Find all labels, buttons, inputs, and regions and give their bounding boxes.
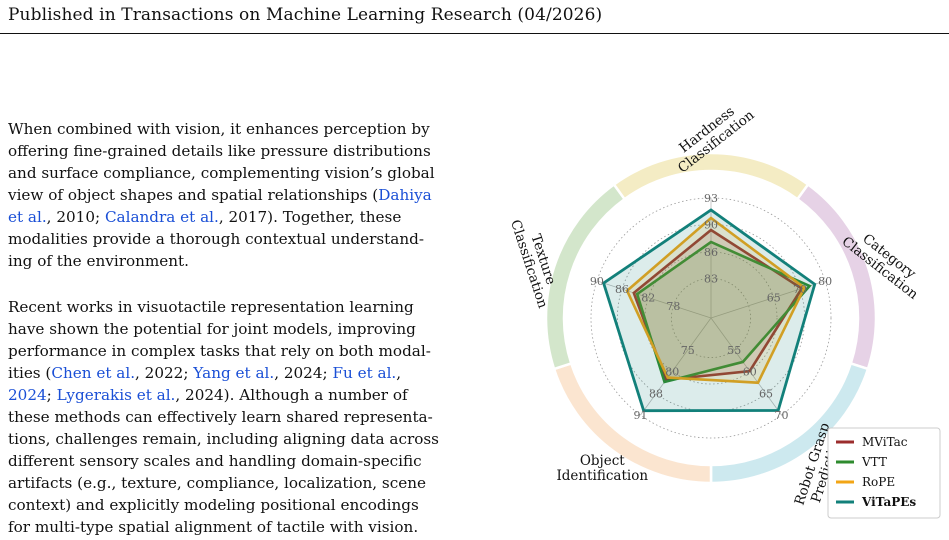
- text-run: these methods can effectively learn shar…: [8, 408, 433, 426]
- tick-label: 70: [775, 409, 789, 422]
- text-line: performance in complex tasks that rely o…: [8, 340, 476, 362]
- text-run: for multi-type spatial alignment of tact…: [8, 518, 419, 536]
- ring-segment: [612, 151, 810, 201]
- tick-label: 65: [767, 292, 781, 305]
- grid-circle: [644, 251, 778, 385]
- text-line: for multi-type spatial alignment of tact…: [8, 516, 476, 538]
- header-rule: [0, 33, 949, 34]
- text-run: have shown the potential for joint model…: [8, 320, 416, 338]
- text-run: modalities provide a thorough contextual…: [8, 230, 424, 248]
- series-vitapes: [601, 208, 817, 413]
- text-line: have shown the potential for joint model…: [8, 318, 476, 340]
- ring-segment: [795, 182, 878, 371]
- citation-link[interactable]: Chen et al.: [51, 364, 136, 382]
- citation-link[interactable]: Fu et al.: [332, 364, 397, 382]
- legend-label: MViTac: [862, 435, 908, 449]
- tick-label: 78: [666, 300, 680, 313]
- paragraph-1: When combined with vision, it enhances p…: [8, 118, 476, 272]
- tick-label: 80: [665, 365, 679, 378]
- legend-label: VTT: [861, 455, 887, 469]
- tick-label: 86: [704, 246, 718, 259]
- text-run: ;: [46, 386, 57, 404]
- text-run: ,: [396, 364, 402, 382]
- text-line: Recent works in visuotactile representat…: [8, 296, 476, 318]
- tick-label: 90: [590, 275, 604, 288]
- tick-label: 60: [743, 365, 757, 378]
- text-line: modalities provide a thorough contextual…: [8, 228, 476, 250]
- text-line: these methods can effectively learn shar…: [8, 406, 476, 428]
- citation-link[interactable]: et al.: [8, 208, 47, 226]
- tick-label: 83: [704, 272, 718, 285]
- text-run: ing of the environment.: [8, 252, 189, 270]
- legend-box: [827, 427, 941, 519]
- axis-label-line: Object: [580, 453, 625, 469]
- text-run: offering fine-grained details like press…: [8, 142, 431, 160]
- text-run: different sensory scales and handling do…: [8, 452, 422, 470]
- text-run: context) and explicitly modeling positio…: [8, 496, 419, 514]
- text-run: and surface compliance, complementing vi…: [8, 164, 435, 182]
- ring-segment: [552, 361, 713, 485]
- citation-link[interactable]: Dahiya: [378, 186, 432, 204]
- tick-label: 65: [759, 388, 773, 401]
- text-run: ities (: [8, 364, 52, 382]
- grid-circle: [671, 277, 752, 358]
- tick-label: 91: [633, 409, 647, 422]
- tick-label: 75: [681, 344, 695, 357]
- text-run: , 2024;: [274, 364, 333, 382]
- axis-spoke: [710, 280, 826, 319]
- citation-link[interactable]: Yang et al.: [193, 364, 275, 382]
- text-run: view of object shapes and spatial relati…: [8, 186, 379, 204]
- tick-label: 80: [818, 275, 832, 288]
- running-header: Published in Transactions on Machine Lea…: [8, 5, 603, 25]
- text-line: and surface compliance, complementing vi…: [8, 162, 476, 184]
- text-line: ing of the environment.: [8, 250, 476, 272]
- paragraph-2: Recent works in visuotactile representat…: [8, 296, 476, 538]
- ring-segment: [544, 182, 627, 371]
- citation-link[interactable]: 2024: [8, 386, 47, 404]
- legend-label: ViTaPEs: [861, 495, 916, 509]
- text-line: offering fine-grained details like press…: [8, 140, 476, 162]
- tick-label: 88: [649, 388, 663, 401]
- text-run: , 2010;: [46, 208, 105, 226]
- tick-label: 90: [704, 218, 718, 231]
- tick-label: 82: [641, 292, 655, 305]
- axis-spoke: [596, 280, 712, 319]
- text-line: different sensory scales and handling do…: [8, 450, 476, 472]
- text-run: artifacts (e.g., texture, compliance, lo…: [8, 474, 426, 492]
- series-vtt: [635, 240, 812, 384]
- text-line: When combined with vision, it enhances p…: [8, 118, 476, 140]
- tick-label: 86: [615, 283, 629, 296]
- text-run: , 2022;: [135, 364, 194, 382]
- citation-link[interactable]: Lygerakis et al.: [56, 386, 176, 404]
- text-run: , 2024). Although a number of: [175, 386, 408, 404]
- citation-link[interactable]: Calandra et al.: [104, 208, 219, 226]
- text-line: context) and explicitly modeling positio…: [8, 494, 476, 516]
- text-line: artifacts (e.g., texture, compliance, lo…: [8, 472, 476, 494]
- text-line: ities (Chen et al., 2022; Yang et al., 2…: [8, 362, 476, 384]
- series-rope: [625, 216, 807, 385]
- text-line: tions, challenges remain, including alig…: [8, 428, 476, 450]
- text-run: performance in complex tasks that rely o…: [8, 342, 431, 360]
- axis-label-line: Identification: [556, 468, 648, 484]
- text-line: view of object shapes and spatial relati…: [8, 184, 476, 206]
- text-run: tions, challenges remain, including alig…: [8, 430, 439, 448]
- text-line: 2024; Lygerakis et al., 2024). Although …: [8, 384, 476, 406]
- tick-label: 93: [704, 192, 718, 205]
- text-run: , 2017). Together, these: [218, 208, 402, 226]
- axis-spoke: [640, 317, 712, 416]
- tick-label: 70: [793, 283, 807, 296]
- ring-segment: [709, 361, 870, 485]
- tick-label: 55: [727, 344, 741, 357]
- text-line: et al., 2010; Calandra et al., 2017). To…: [8, 206, 476, 228]
- axis-spoke: [710, 317, 782, 416]
- legend-label: RoPE: [862, 475, 895, 489]
- text-run: When combined with vision, it enhances p…: [8, 120, 430, 138]
- text-run: Recent works in visuotactile representat…: [8, 298, 414, 316]
